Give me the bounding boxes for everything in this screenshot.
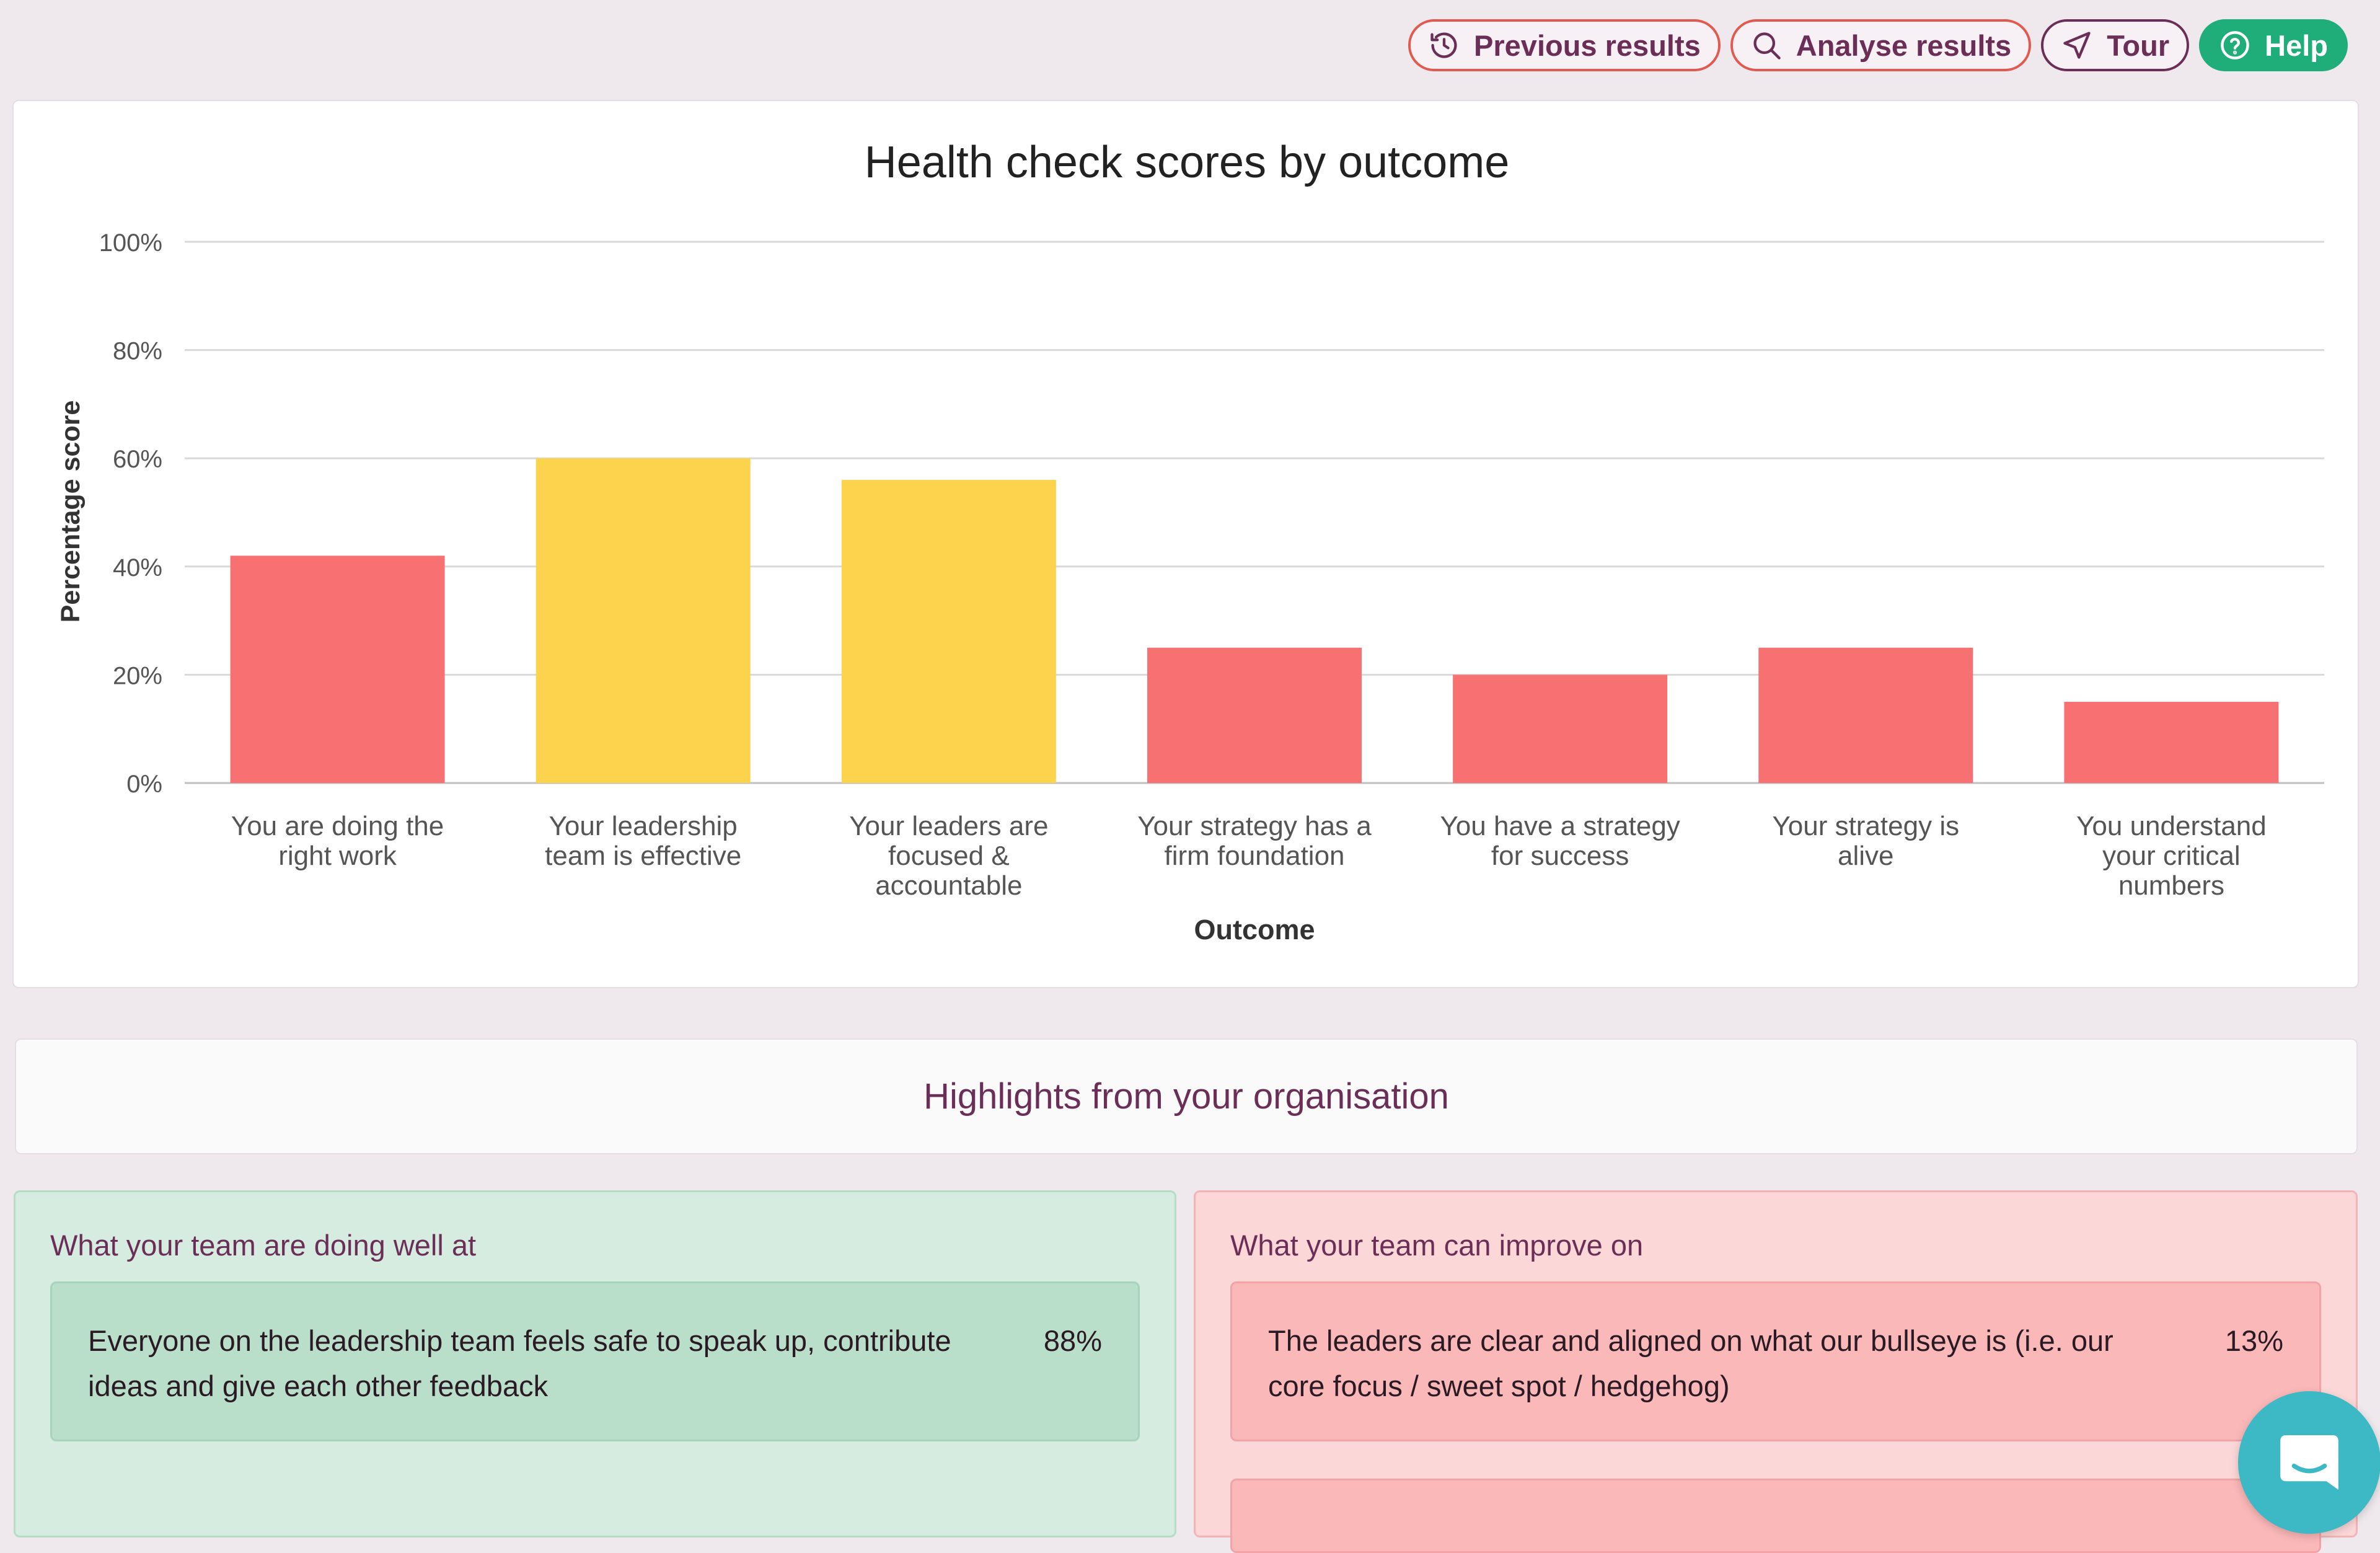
bar	[230, 555, 445, 783]
help-icon	[2221, 31, 2249, 60]
analyse-results-button[interactable]: Analyse results	[1730, 19, 2032, 71]
bar	[2064, 702, 2279, 783]
list-item: Everyone on the leadership team feels sa…	[50, 1281, 1140, 1441]
chat-launcher-button[interactable]	[2238, 1391, 2380, 1534]
y-tick-label: 80%	[113, 338, 162, 365]
previous-results-button[interactable]: Previous results	[1408, 19, 1721, 71]
y-axis-label: Percentage score	[56, 400, 86, 623]
x-tick-label: Your strategy has a firm foundation	[1137, 811, 1372, 871]
list-item: The leaders are clear and aligned on wha…	[1230, 1281, 2321, 1441]
item-text: The leaders are clear and aligned on wha…	[1268, 1324, 2113, 1402]
history-icon	[1430, 32, 1457, 58]
bar-chart: Health check scores by outcome 0% 20% 40% 60…	[56, 138, 2324, 945]
help-button[interactable]: Help	[2199, 19, 2348, 71]
bar	[1453, 675, 1668, 783]
y-tick-label: 0%	[126, 771, 162, 798]
x-tick-label: You are doing the right work	[231, 811, 444, 871]
bar	[1147, 647, 1362, 783]
y-tick-label: 60%	[113, 446, 162, 473]
x-axis-label: Outcome	[1194, 914, 1315, 945]
analyse-results-label: Analyse results	[1796, 29, 2012, 62]
highlights-header: Highlights from your organisation	[15, 1038, 2358, 1154]
x-tick-label: You have a strategy for success	[1440, 811, 1680, 871]
doing-well-panel: What your team are doing well at Everyon…	[14, 1190, 1176, 1538]
search-icon	[1753, 32, 1781, 60]
navigation-arrow-icon	[2063, 32, 2091, 59]
y-tick-label: 40%	[113, 554, 162, 582]
y-tick-label: 100%	[99, 229, 162, 257]
doing-well-title: What your team are doing well at	[50, 1229, 477, 1262]
tour-button[interactable]: Tour	[2041, 19, 2190, 71]
previous-results-label: Previous results	[1474, 29, 1701, 62]
bar	[1758, 647, 1973, 783]
tour-label: Tour	[2107, 29, 2170, 62]
x-tick-label: Your leadership team is effective	[545, 811, 741, 871]
list-item-partial	[1230, 1479, 2321, 1553]
chat-icon	[2280, 1435, 2338, 1490]
y-tick-label: 20%	[113, 662, 162, 689]
bar	[536, 458, 751, 783]
help-label: Help	[2265, 29, 2328, 62]
chart-card: Health check scores by outcome 0% 20% 40% 60…	[12, 100, 2359, 988]
improve-on-title: What your team can improve on	[1230, 1229, 1644, 1262]
x-tick-label: Your leaders are focused & accountable	[849, 811, 1048, 901]
item-text: Everyone on the leadership team feels sa…	[88, 1324, 951, 1402]
x-tick-label: Your strategy is alive	[1772, 811, 1959, 871]
improve-on-panel: What your team can improve on The leader…	[1194, 1190, 2358, 1553]
x-tick-label: You understand your critical numbers	[2076, 811, 2267, 901]
item-percentage: 88%	[1043, 1324, 1102, 1357]
item-percentage: 13%	[2224, 1324, 2283, 1357]
chart-title: Health check scores by outcome	[865, 138, 1509, 187]
bar	[841, 480, 1056, 783]
highlights-title: Highlights from your organisation	[923, 1076, 1449, 1117]
toolbar: Previous results Analyse results Tour He…	[1408, 19, 2348, 71]
